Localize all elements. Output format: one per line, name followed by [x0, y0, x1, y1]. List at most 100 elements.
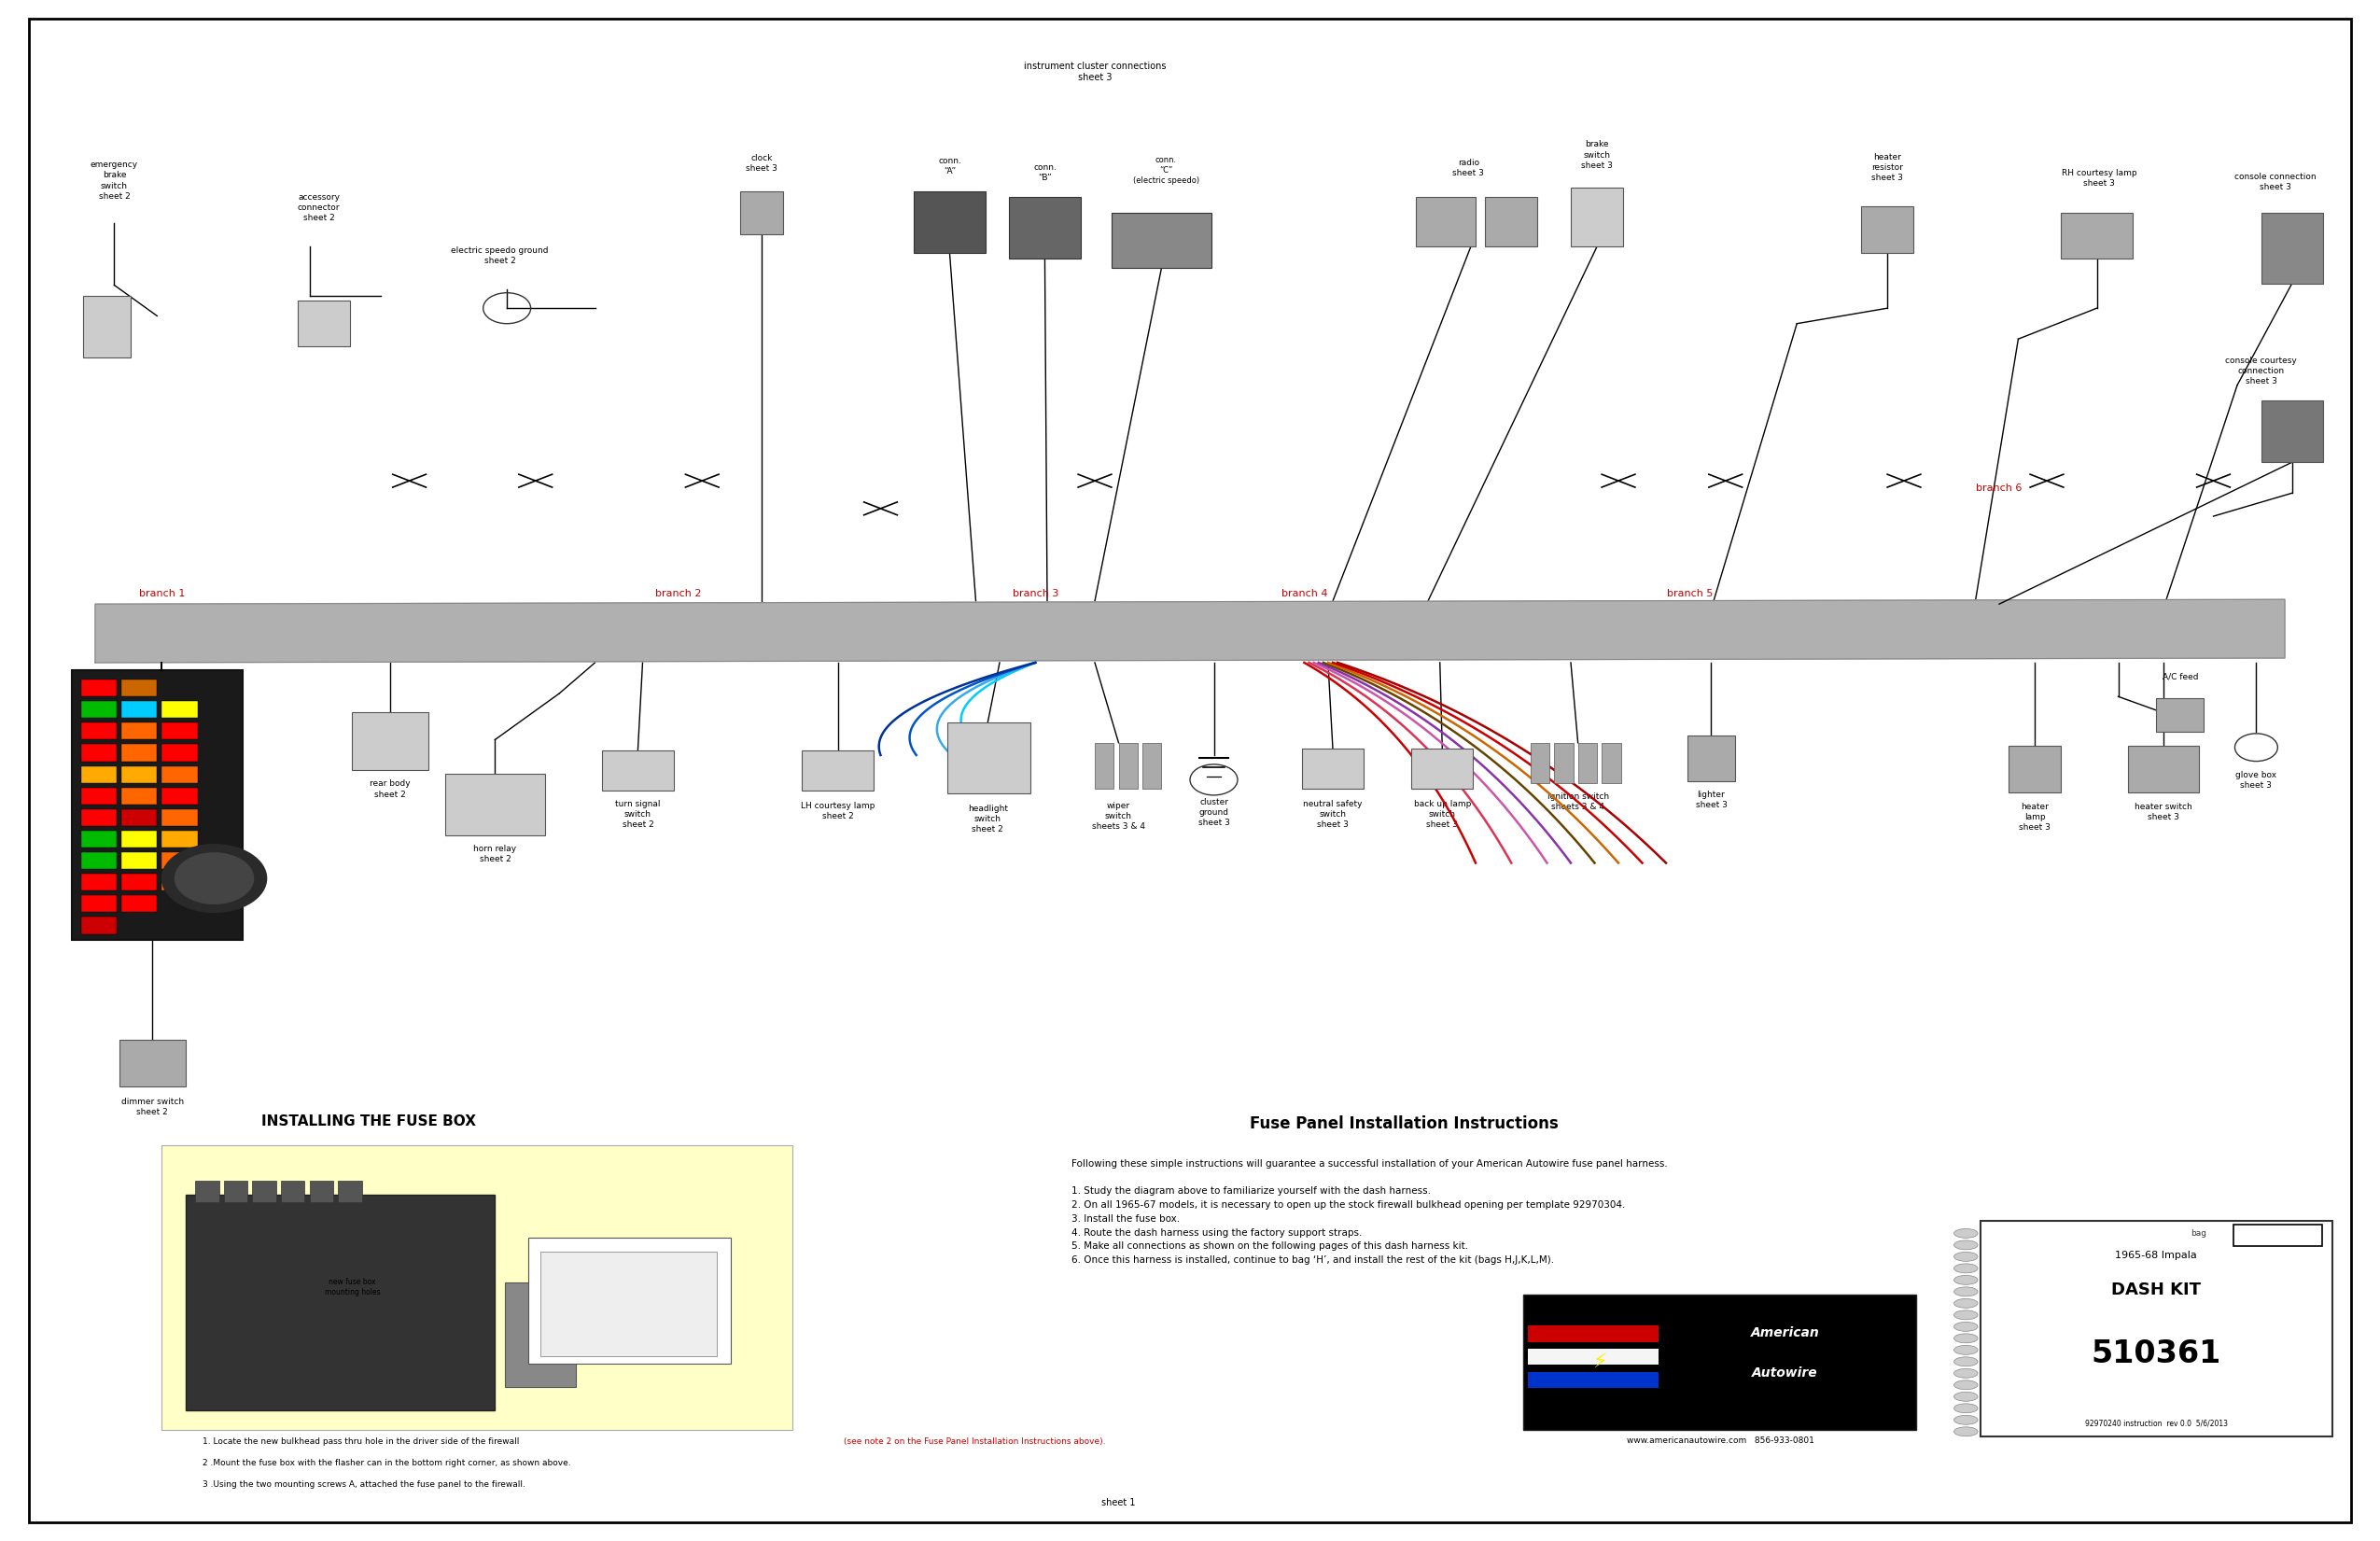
Text: American: American: [1752, 1325, 1818, 1339]
Bar: [81, 895, 117, 912]
Bar: [1528, 1371, 1659, 1388]
Text: heater switch
sheet 3: heater switch sheet 3: [2135, 803, 2192, 821]
Bar: [1861, 206, 1914, 253]
Text: wiper
switch
sheets 3 & 4: wiper switch sheets 3 & 4: [1092, 801, 1145, 831]
Circle shape: [176, 854, 255, 903]
Text: instrument cluster connections
sheet 3: instrument cluster connections sheet 3: [1023, 62, 1166, 83]
Text: horn relay
sheet 2: horn relay sheet 2: [474, 844, 516, 863]
Bar: [195, 1180, 219, 1202]
Bar: [1523, 1294, 1916, 1430]
Ellipse shape: [1954, 1404, 1978, 1413]
Text: turn signal
switch
sheet 2: turn signal switch sheet 2: [614, 800, 662, 829]
Text: conn.
“A”: conn. “A”: [938, 157, 962, 176]
Bar: [352, 712, 428, 770]
Text: conn.
“C”
(electric speedo): conn. “C” (electric speedo): [1133, 156, 1200, 185]
Bar: [2061, 213, 2132, 259]
Bar: [162, 1145, 793, 1430]
Bar: [2128, 746, 2199, 792]
Text: Fuse Panel Installation Instructions: Fuse Panel Installation Instructions: [1250, 1116, 1559, 1133]
Ellipse shape: [1954, 1322, 1978, 1331]
Text: 3 .Using the two mounting screws A, attached the fuse panel to the firewall.: 3 .Using the two mounting screws A, atta…: [202, 1481, 526, 1489]
Text: 1965-68 Impala: 1965-68 Impala: [2116, 1250, 2197, 1259]
Bar: [1687, 735, 1735, 781]
Bar: [121, 852, 157, 869]
Bar: [81, 852, 117, 869]
Text: new fuse box
mounting holes: new fuse box mounting holes: [324, 1277, 381, 1296]
Text: branch 5: branch 5: [1666, 589, 1714, 598]
Bar: [121, 787, 157, 804]
Bar: [2009, 746, 2061, 792]
Bar: [1416, 197, 1476, 247]
Bar: [119, 1040, 186, 1086]
Text: ⚡: ⚡: [1592, 1353, 1606, 1371]
Text: lighter
sheet 3: lighter sheet 3: [1695, 791, 1728, 809]
Circle shape: [162, 844, 267, 912]
Bar: [81, 831, 117, 848]
Bar: [947, 723, 1031, 794]
Bar: [602, 750, 674, 791]
Bar: [540, 1251, 716, 1356]
Text: DASH KIT: DASH KIT: [2111, 1281, 2202, 1298]
Ellipse shape: [1954, 1358, 1978, 1367]
Bar: [121, 895, 157, 912]
Text: clock
sheet 3: clock sheet 3: [745, 154, 778, 173]
Bar: [1119, 743, 1138, 789]
Bar: [162, 809, 198, 826]
Bar: [81, 766, 117, 783]
Text: RH courtesy lamp
sheet 3: RH courtesy lamp sheet 3: [2061, 170, 2137, 188]
Bar: [1528, 1325, 1659, 1342]
Bar: [338, 1180, 362, 1202]
Bar: [121, 680, 157, 697]
Bar: [309, 1180, 333, 1202]
Ellipse shape: [1954, 1241, 1978, 1250]
Text: 510361: 510361: [2092, 1339, 2221, 1370]
Text: sheet 1: sheet 1: [1102, 1498, 1135, 1507]
Text: INSTALLING THE FUSE BOX: INSTALLING THE FUSE BOX: [262, 1114, 476, 1128]
Bar: [81, 701, 117, 718]
Text: glove box
sheet 3: glove box sheet 3: [2235, 770, 2278, 789]
Text: Following these simple instructions will guarantee a successful installation of : Following these simple instructions will…: [1071, 1159, 1666, 1265]
Ellipse shape: [1954, 1276, 1978, 1285]
Text: cluster
ground
sheet 3: cluster ground sheet 3: [1197, 798, 1230, 828]
Text: heater
resistor
sheet 3: heater resistor sheet 3: [1871, 153, 1904, 182]
Bar: [1302, 749, 1364, 789]
Text: dimmer switch
sheet 2: dimmer switch sheet 2: [121, 1097, 183, 1116]
Bar: [81, 787, 117, 804]
Ellipse shape: [1954, 1251, 1978, 1261]
Bar: [2156, 698, 2204, 732]
Bar: [1111, 213, 1211, 268]
Bar: [1485, 197, 1537, 247]
Bar: [1411, 749, 1473, 789]
Bar: [914, 191, 985, 253]
Text: branch 3: branch 3: [1012, 589, 1059, 598]
Ellipse shape: [1954, 1228, 1978, 1237]
Bar: [81, 744, 117, 761]
Text: 2 .Mount the fuse box with the flasher can in the bottom right corner, as shown : 2 .Mount the fuse box with the flasher c…: [202, 1459, 571, 1467]
Bar: [162, 766, 198, 783]
Bar: [71, 670, 243, 940]
Bar: [121, 723, 157, 740]
Text: conn.
“B”: conn. “B”: [1033, 163, 1057, 182]
Bar: [83, 296, 131, 358]
Ellipse shape: [1954, 1287, 1978, 1296]
Text: console connection
sheet 3: console connection sheet 3: [2235, 173, 2316, 191]
Text: branch 6: branch 6: [1975, 484, 2023, 493]
Bar: [121, 766, 157, 783]
Bar: [162, 874, 198, 891]
Text: A/C feed: A/C feed: [2161, 673, 2199, 681]
Ellipse shape: [1954, 1427, 1978, 1436]
Ellipse shape: [1954, 1345, 1978, 1355]
Bar: [528, 1237, 731, 1364]
Bar: [445, 774, 545, 835]
Text: branch 4: branch 4: [1280, 589, 1328, 598]
Text: Autowire: Autowire: [1752, 1367, 1818, 1379]
Text: electric speedo ground
sheet 2: electric speedo ground sheet 2: [452, 247, 547, 265]
Text: G: G: [2271, 1230, 2280, 1242]
Bar: [1578, 743, 1597, 783]
Ellipse shape: [1954, 1392, 1978, 1401]
Bar: [162, 852, 198, 869]
Bar: [224, 1180, 248, 1202]
Bar: [1095, 743, 1114, 789]
Bar: [121, 831, 157, 848]
Ellipse shape: [1954, 1310, 1978, 1319]
